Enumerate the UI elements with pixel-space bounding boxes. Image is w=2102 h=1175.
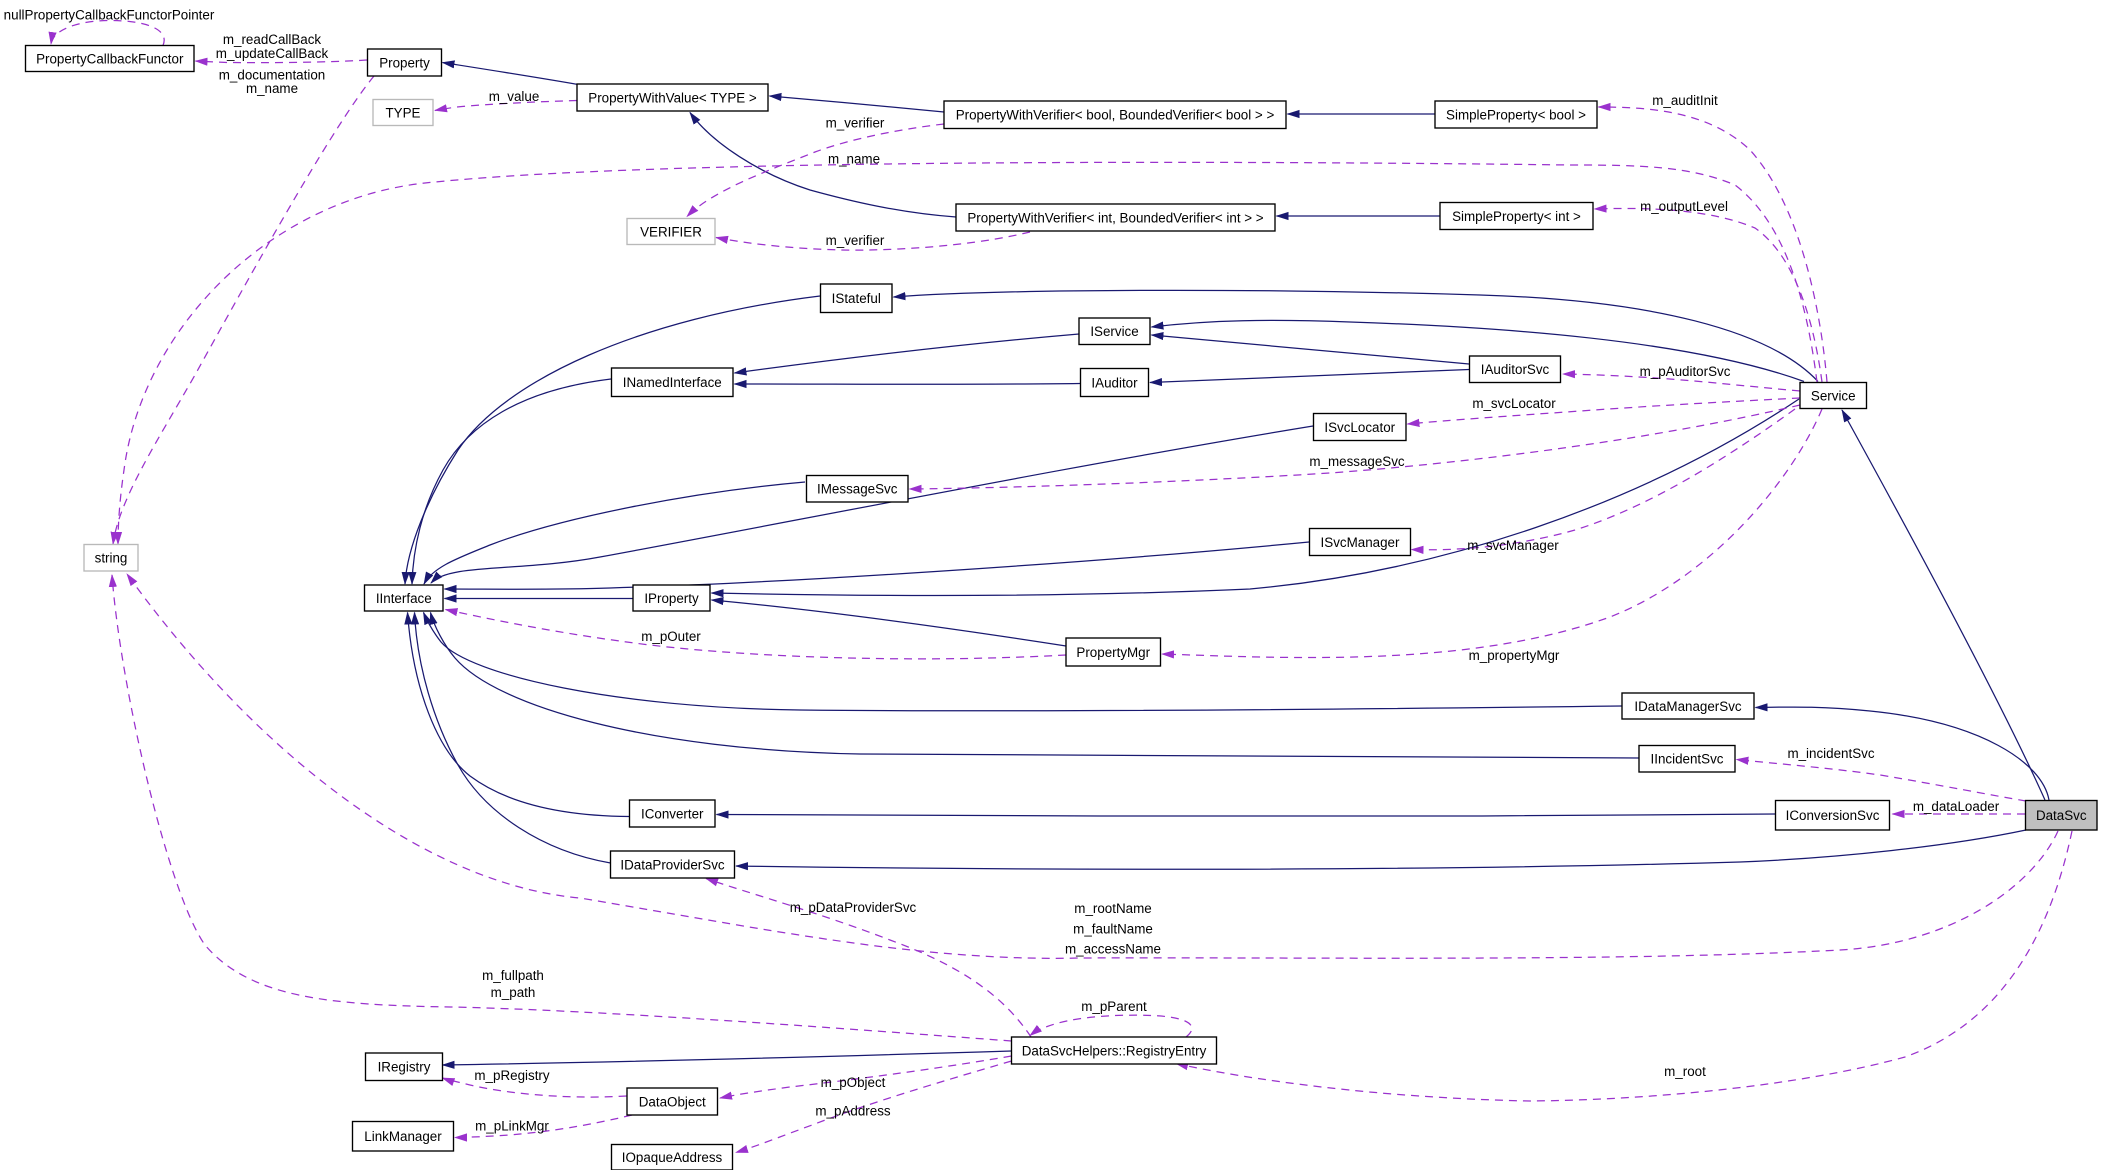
svg-text:IProperty: IProperty bbox=[644, 591, 699, 606]
svg-text:Property: Property bbox=[379, 55, 430, 70]
svg-text:VERIFIER: VERIFIER bbox=[640, 224, 702, 239]
svg-text:TYPE: TYPE bbox=[386, 105, 421, 120]
svg-text:DataSvcHelpers::RegistryEntry: DataSvcHelpers::RegistryEntry bbox=[1022, 1043, 1207, 1058]
svg-text:m_name: m_name bbox=[246, 81, 298, 96]
svg-text:m_pDataProviderSvc: m_pDataProviderSvc bbox=[790, 900, 917, 915]
svg-text:IAuditorSvc: IAuditorSvc bbox=[1481, 362, 1550, 377]
svg-text:m_updateCallBack: m_updateCallBack bbox=[216, 46, 329, 61]
svg-text:IInterface: IInterface bbox=[376, 591, 432, 606]
svg-text:m_pLinkMgr: m_pLinkMgr bbox=[475, 1118, 549, 1133]
svg-text:ISvcManager: ISvcManager bbox=[1321, 535, 1400, 550]
svg-text:m_faultName: m_faultName bbox=[1073, 921, 1153, 936]
svg-text:m_pAuditorSvc: m_pAuditorSvc bbox=[1640, 364, 1731, 379]
svg-text:SimpleProperty< int >: SimpleProperty< int > bbox=[1452, 209, 1581, 224]
svg-text:PropertyWithValue< TYPE >: PropertyWithValue< TYPE > bbox=[588, 90, 757, 105]
svg-text:m_root: m_root bbox=[1664, 1064, 1706, 1079]
svg-text:m_verifier: m_verifier bbox=[826, 115, 885, 130]
svg-text:m_path: m_path bbox=[491, 985, 536, 1000]
svg-text:string: string bbox=[95, 551, 128, 566]
svg-text:IConversionSvc: IConversionSvc bbox=[1786, 808, 1880, 823]
svg-text:IRegistry: IRegistry bbox=[378, 1060, 431, 1075]
svg-text:m_svcManager: m_svcManager bbox=[1467, 538, 1559, 553]
svg-text:m_fullpath: m_fullpath bbox=[482, 968, 544, 983]
svg-text:ISvcLocator: ISvcLocator bbox=[1324, 420, 1395, 435]
svg-text:m_auditInit: m_auditInit bbox=[1652, 93, 1718, 108]
svg-text:IDataManagerSvc: IDataManagerSvc bbox=[1634, 699, 1741, 714]
svg-text:IService: IService bbox=[1090, 324, 1138, 339]
svg-text:m_rootName: m_rootName bbox=[1074, 901, 1151, 916]
svg-text:m_propertyMgr: m_propertyMgr bbox=[1469, 648, 1560, 663]
svg-text:m_dataLoader: m_dataLoader bbox=[1913, 799, 2000, 814]
svg-text:IDataProviderSvc: IDataProviderSvc bbox=[620, 857, 724, 872]
svg-text:m_value: m_value bbox=[489, 89, 540, 104]
svg-text:m_outputLevel: m_outputLevel bbox=[1640, 199, 1728, 214]
svg-text:m_incidentSvc: m_incidentSvc bbox=[1787, 746, 1874, 761]
svg-text:m_documentation: m_documentation bbox=[219, 67, 325, 82]
svg-text:DataSvc: DataSvc bbox=[2036, 808, 2087, 823]
svg-text:IAuditor: IAuditor bbox=[1091, 375, 1138, 390]
svg-text:IOpaqueAddress: IOpaqueAddress bbox=[622, 1150, 723, 1165]
svg-text:m_svcLocator: m_svcLocator bbox=[1472, 396, 1556, 411]
svg-text:PropertyMgr: PropertyMgr bbox=[1076, 645, 1150, 660]
svg-text:SimpleProperty< bool >: SimpleProperty< bool > bbox=[1446, 107, 1586, 122]
svg-text:m_pOuter: m_pOuter bbox=[641, 629, 701, 644]
svg-text:IStateful: IStateful bbox=[832, 291, 881, 306]
svg-text:m_pAddress: m_pAddress bbox=[815, 1103, 890, 1118]
svg-text:Service: Service bbox=[1811, 388, 1856, 403]
svg-text:nullPropertyCallbackFunctorPoi: nullPropertyCallbackFunctorPointer bbox=[4, 7, 215, 22]
svg-text:m_pObject: m_pObject bbox=[821, 1075, 886, 1090]
svg-text:m_name: m_name bbox=[828, 151, 880, 166]
svg-text:m_pParent: m_pParent bbox=[1081, 999, 1147, 1014]
svg-text:m_messageSvc: m_messageSvc bbox=[1309, 454, 1405, 469]
svg-text:PropertyWithVerifier< bool, Bo: PropertyWithVerifier< bool, BoundedVerif… bbox=[956, 108, 1275, 123]
svg-text:PropertyWithVerifier< int, Bou: PropertyWithVerifier< int, BoundedVerifi… bbox=[967, 210, 1263, 225]
svg-text:INamedInterface: INamedInterface bbox=[623, 375, 722, 390]
svg-text:m_accessName: m_accessName bbox=[1065, 942, 1161, 957]
svg-text:IIncidentSvc: IIncidentSvc bbox=[1651, 752, 1724, 767]
svg-text:IMessageSvc: IMessageSvc bbox=[817, 482, 898, 497]
svg-text:m_readCallBack: m_readCallBack bbox=[223, 32, 322, 47]
svg-text:PropertyCallbackFunctor: PropertyCallbackFunctor bbox=[36, 51, 184, 66]
svg-text:m_verifier: m_verifier bbox=[826, 233, 885, 248]
svg-text:LinkManager: LinkManager bbox=[364, 1129, 442, 1144]
svg-text:DataObject: DataObject bbox=[639, 1094, 706, 1109]
svg-text:IConverter: IConverter bbox=[641, 806, 704, 821]
svg-text:m_pRegistry: m_pRegistry bbox=[474, 1068, 549, 1083]
